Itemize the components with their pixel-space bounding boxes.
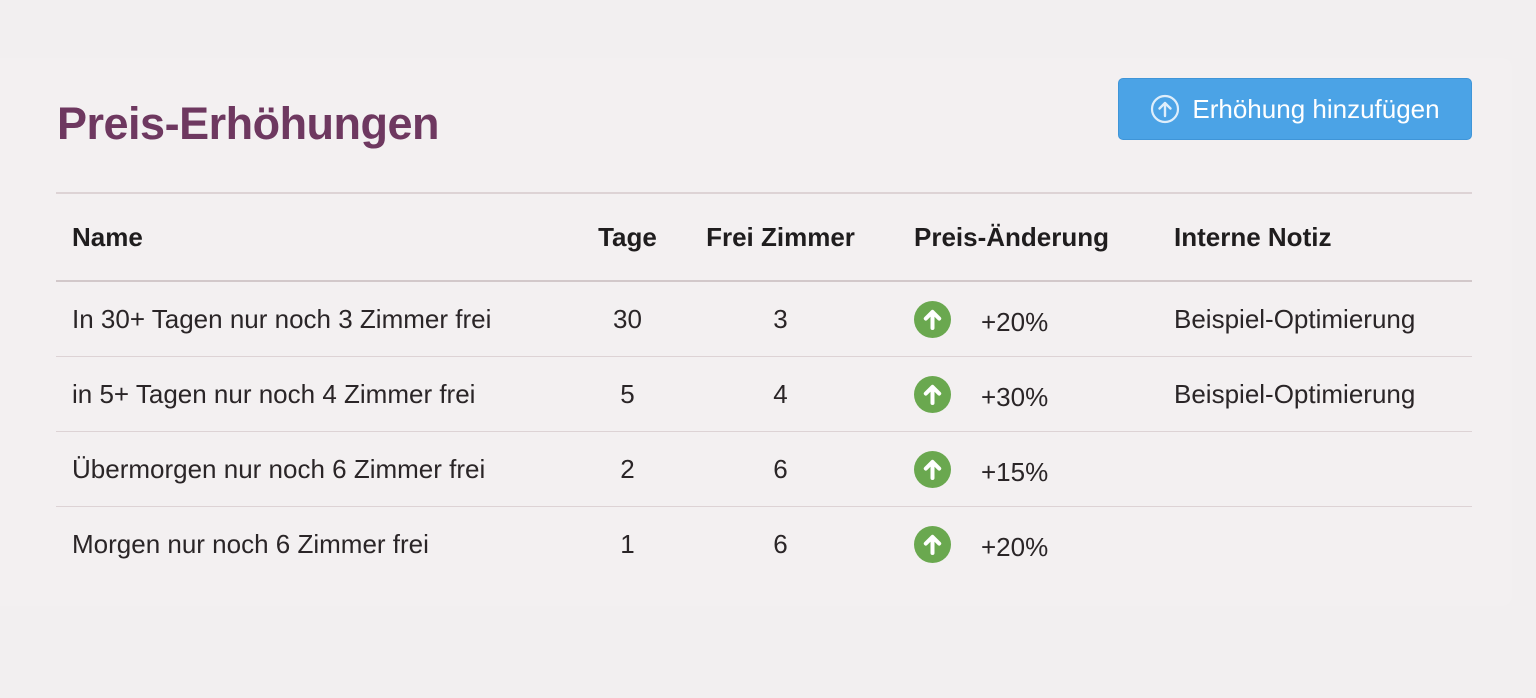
- row-note: [1147, 507, 1472, 582]
- row-free-rooms: 6: [773, 528, 788, 559]
- row-price-change: +15%: [981, 456, 1049, 487]
- page-title: Preis-Erhöhungen: [57, 98, 440, 149]
- row-name: Übermorgen nur noch 6 Zimmer frei: [56, 431, 581, 507]
- row-price-change-cell: +20%: [887, 281, 1147, 357]
- table-row[interactable]: in 5+ Tagen nur noch 4 Zimmer frei 5 4 +…: [56, 356, 1472, 432]
- row-name: in 5+ Tagen nur noch 4 Zimmer frei: [56, 356, 581, 432]
- row-price-change-cell: +20%: [887, 507, 1147, 582]
- arrow-up-circle-icon: [914, 300, 951, 338]
- row-free-rooms: 6: [674, 431, 887, 507]
- price-increase-table: Name Tage Frei Zimmer Preis-Änderung Int…: [56, 194, 1472, 581]
- row-free-rooms: 4: [674, 356, 887, 432]
- row-price-change: +30%: [981, 381, 1049, 412]
- price-increase-table-wrapper: Name Tage Frei Zimmer Preis-Änderung Int…: [56, 192, 1472, 581]
- column-header-days: Tage: [581, 194, 674, 282]
- add-button-label: Erhöhung hinzufügen: [1192, 93, 1440, 124]
- column-header-free-rooms: Frei Zimmer: [674, 194, 887, 282]
- arrow-up-circle-icon: [914, 450, 951, 488]
- row-note: [1147, 431, 1472, 507]
- row-free-rooms: 3: [674, 281, 887, 357]
- row-days: 5: [581, 356, 674, 432]
- row-note: Beispiel-Optimierung: [1147, 356, 1472, 432]
- row-name: Morgen nur noch 6 Zimmer frei: [72, 528, 429, 559]
- arrow-up-circle-icon: [914, 375, 951, 413]
- column-header-price-change: Preis-Änderung: [887, 194, 1147, 282]
- column-header-name: Name: [56, 194, 581, 282]
- row-price-change-cell: +15%: [887, 431, 1147, 507]
- row-price-change-cell: +30%: [887, 356, 1147, 432]
- table-row[interactable]: In 30+ Tagen nur noch 3 Zimmer frei 30 3…: [56, 281, 1472, 357]
- row-price-change: +20%: [981, 306, 1049, 337]
- row-days: 2: [581, 431, 674, 507]
- row-name: In 30+ Tagen nur noch 3 Zimmer frei: [56, 281, 581, 357]
- arrow-up-circle-icon: [1151, 94, 1180, 124]
- add-increase-button[interactable]: Erhöhung hinzufügen: [1118, 78, 1472, 140]
- arrow-up-circle-icon: [914, 525, 951, 563]
- row-price-change: +20%: [981, 531, 1049, 562]
- row-note: Beispiel-Optimierung: [1147, 281, 1472, 357]
- column-header-note: Interne Notiz: [1147, 194, 1472, 282]
- table-row[interactable]: Übermorgen nur noch 6 Zimmer frei 2 6 +1…: [56, 431, 1472, 507]
- table-row[interactable]: Morgen nur noch 6 Zimmer frei 1 6 +20%: [56, 507, 1472, 582]
- row-days: 30: [581, 281, 674, 357]
- table-header-row: Name Tage Frei Zimmer Preis-Änderung Int…: [56, 194, 1472, 282]
- row-days: 1: [620, 528, 635, 559]
